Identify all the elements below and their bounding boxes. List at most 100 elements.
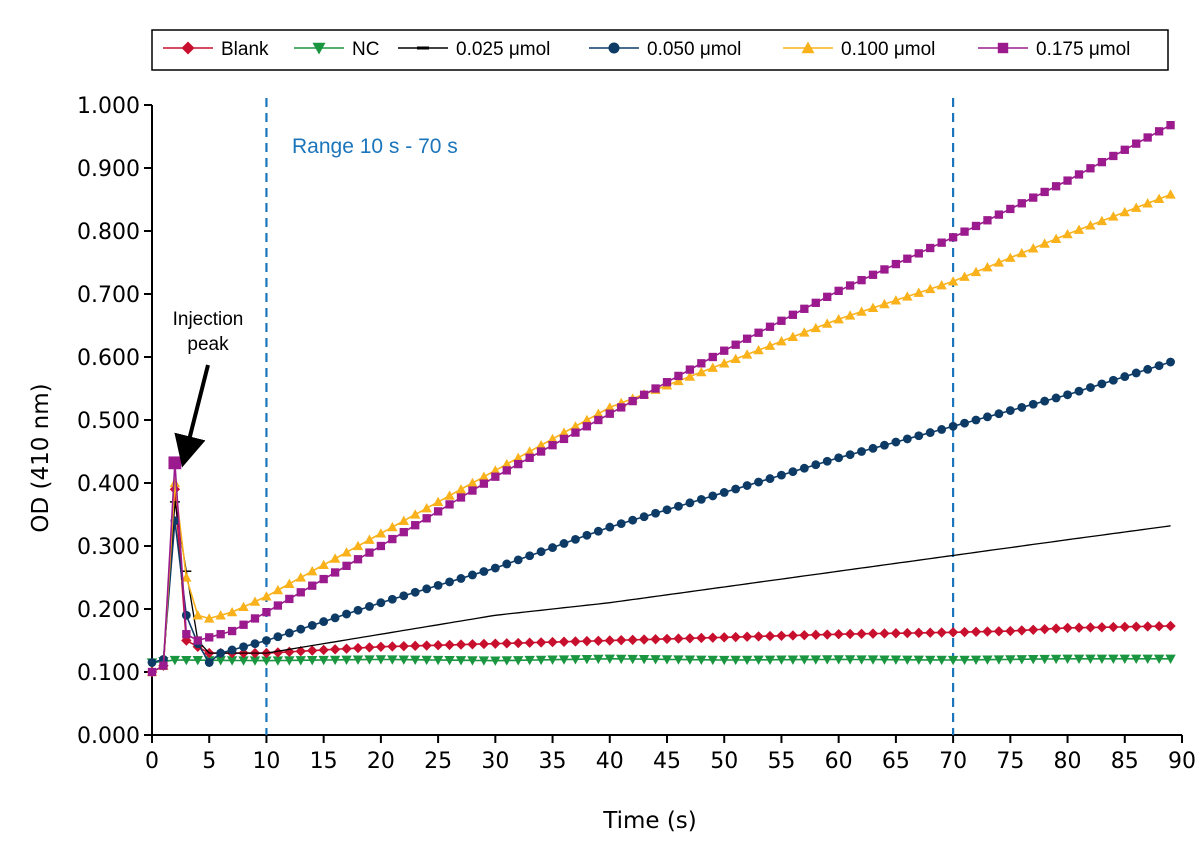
data-point — [501, 656, 512, 666]
data-point — [741, 655, 753, 666]
data-point — [1153, 654, 1165, 664]
data-point — [971, 415, 981, 425]
data-point — [661, 633, 673, 645]
x-ticks: 0 5 10 15 20 25 30 35 40 45 50 55 60 65 70 75 80 85 90 — [145, 735, 1196, 774]
data-point — [868, 443, 878, 453]
data-point — [810, 322, 821, 333]
data-point — [765, 322, 775, 331]
data-point — [353, 605, 363, 615]
data-point — [993, 257, 1005, 267]
data-point — [421, 503, 432, 513]
data-point — [387, 521, 398, 532]
data-point — [558, 655, 570, 665]
data-point — [707, 655, 718, 666]
data-point — [890, 295, 902, 305]
data-point — [329, 644, 341, 655]
data-point — [1165, 189, 1176, 199]
data-point — [364, 655, 375, 665]
range-label: Range 10 s - 70 s — [292, 135, 458, 158]
data-point — [205, 633, 214, 642]
data-point — [227, 645, 237, 655]
y-axis-title: OD (410 nm) — [28, 383, 54, 532]
data-point — [581, 635, 593, 647]
data-point — [1142, 621, 1153, 632]
data-point — [525, 551, 535, 561]
data-point — [1153, 621, 1165, 632]
series-line — [151, 501, 1171, 673]
data-point — [787, 655, 799, 665]
data-point — [627, 634, 638, 646]
data-point — [617, 403, 626, 412]
data-point — [960, 227, 969, 236]
data-point — [456, 493, 466, 502]
data-point — [776, 630, 787, 641]
data-point — [891, 437, 901, 447]
data-point — [455, 656, 467, 666]
data-point — [1142, 198, 1153, 208]
x-tick-label: 40 — [596, 749, 624, 774]
data-point — [1005, 252, 1016, 262]
data-point — [879, 298, 890, 309]
data-point — [719, 488, 729, 497]
data-point — [1016, 655, 1027, 665]
data-point — [399, 591, 409, 601]
data-point — [719, 358, 730, 368]
data-point — [1096, 654, 1108, 664]
data-point — [674, 371, 683, 381]
data-point — [925, 655, 936, 666]
data-point — [525, 453, 534, 462]
data-point — [318, 655, 329, 666]
data-point — [387, 641, 398, 652]
data-point — [375, 655, 387, 665]
data-point — [570, 655, 581, 665]
data-point — [936, 279, 947, 290]
x-tick-label: 10 — [252, 749, 280, 774]
data-point — [502, 466, 511, 475]
data-point — [1074, 170, 1084, 179]
data-point — [902, 291, 913, 301]
annotation-peak-text: peak — [187, 334, 229, 355]
series-triangle-down — [146, 654, 1176, 668]
data-point — [764, 630, 776, 642]
data-point — [1119, 206, 1130, 217]
data-point — [1039, 238, 1050, 248]
y-tick-label: 0.700 — [77, 283, 140, 308]
data-point — [890, 655, 902, 665]
data-point — [880, 440, 889, 450]
data-point — [1063, 176, 1072, 185]
data-point — [638, 654, 650, 665]
data-point — [501, 638, 512, 649]
data-point — [1039, 654, 1050, 665]
series-line — [151, 501, 1171, 673]
data-point — [673, 633, 684, 644]
data-point — [628, 396, 637, 406]
data-point — [478, 471, 490, 481]
data-point — [982, 262, 993, 272]
data-point — [1120, 145, 1129, 154]
data-point — [455, 484, 467, 494]
data-point — [558, 427, 570, 437]
y-tick-label: 0.000 — [77, 724, 140, 749]
data-point — [799, 463, 809, 473]
data-point — [375, 528, 387, 538]
data-point — [342, 609, 351, 619]
data-point — [375, 641, 387, 652]
data-point — [1006, 204, 1015, 214]
data-point — [1166, 121, 1175, 130]
x-tick-label: 90 — [1168, 749, 1196, 774]
series-line — [151, 193, 1171, 673]
data-point — [867, 302, 879, 313]
data-point — [352, 540, 364, 551]
data-point — [262, 607, 271, 617]
data-point — [169, 477, 181, 488]
data-point — [478, 656, 490, 666]
data-point — [822, 318, 833, 328]
data-point — [707, 632, 718, 643]
data-point — [1131, 654, 1142, 664]
y-tick-label: 1.000 — [77, 94, 140, 119]
data-point — [524, 446, 535, 456]
data-point — [524, 637, 535, 648]
y-tick-label: 0.100 — [77, 661, 140, 686]
data-point — [993, 626, 1005, 637]
data-point — [535, 440, 547, 450]
